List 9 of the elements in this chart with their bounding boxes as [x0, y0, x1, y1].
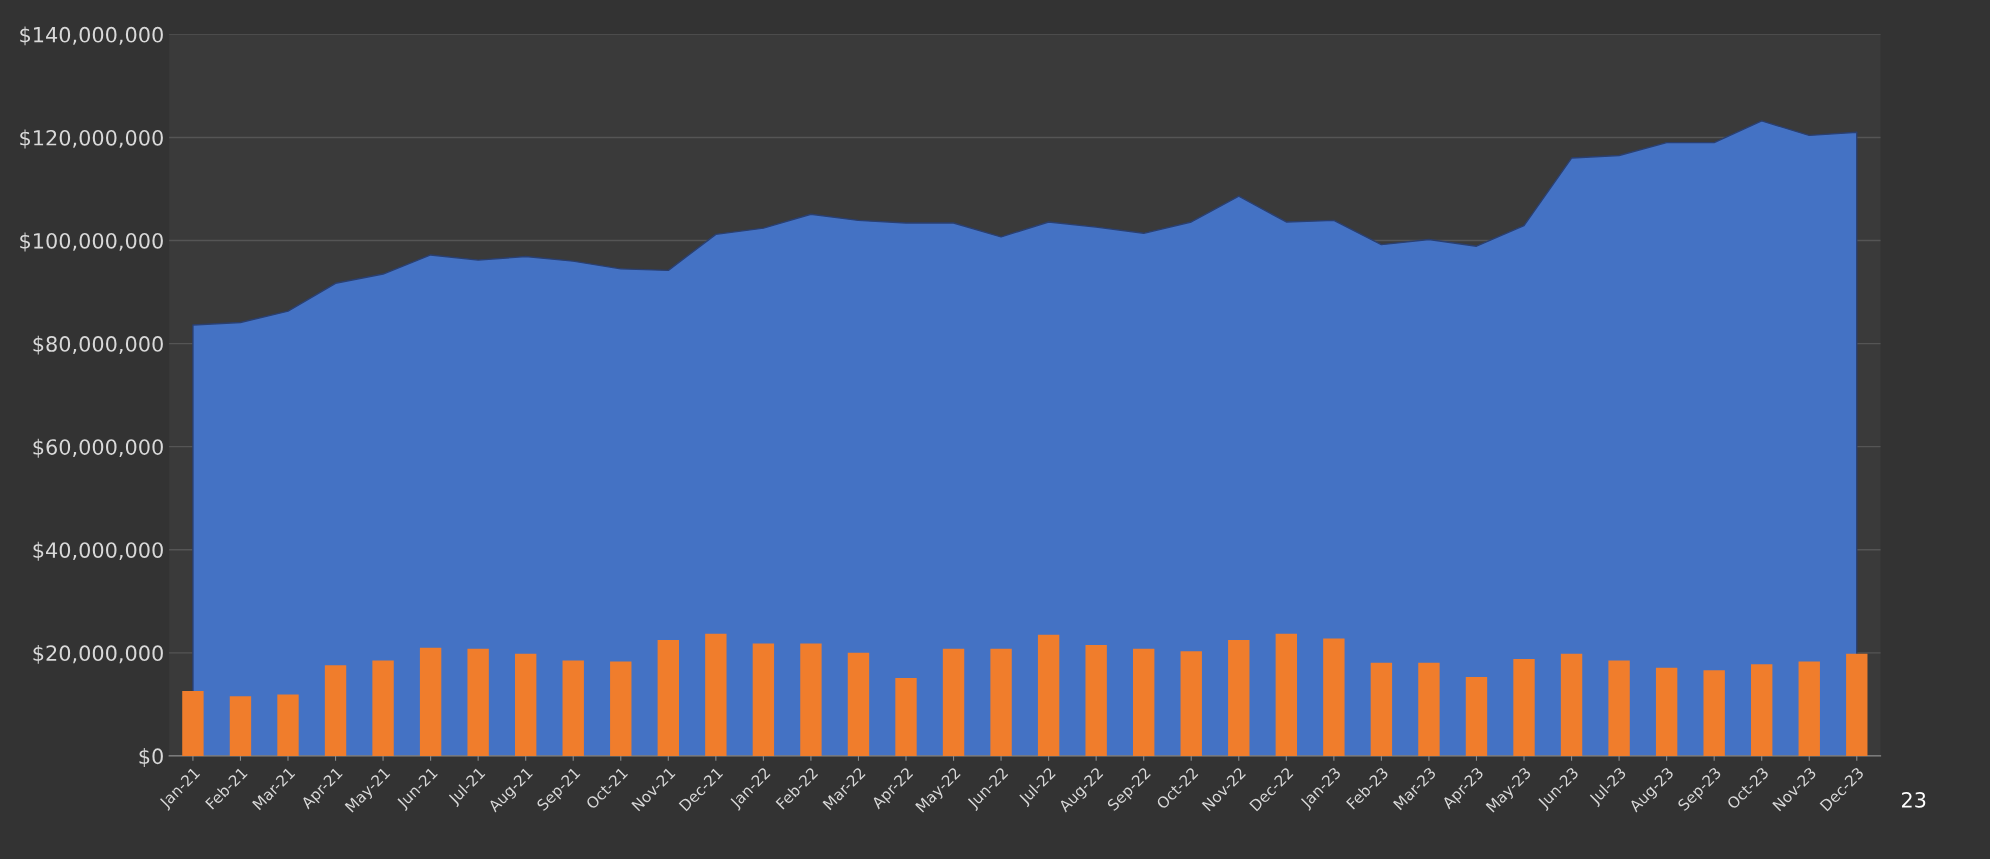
y-tick-label: $40,000,000 [33, 541, 163, 561]
y-tick-label: $60,000,000 [33, 438, 163, 458]
y-tick-label: $80,000,000 [33, 335, 163, 355]
y-tick-label: $120,000,000 [20, 129, 163, 149]
text: 23 [1901, 792, 1926, 808]
y-tick-label: $20,000,000 [33, 644, 163, 664]
y-tick-label: $100,000,000 [20, 232, 163, 252]
y-tick-label: $0 [139, 748, 163, 767]
y-tick-label: $140,000,000 [20, 26, 163, 46]
